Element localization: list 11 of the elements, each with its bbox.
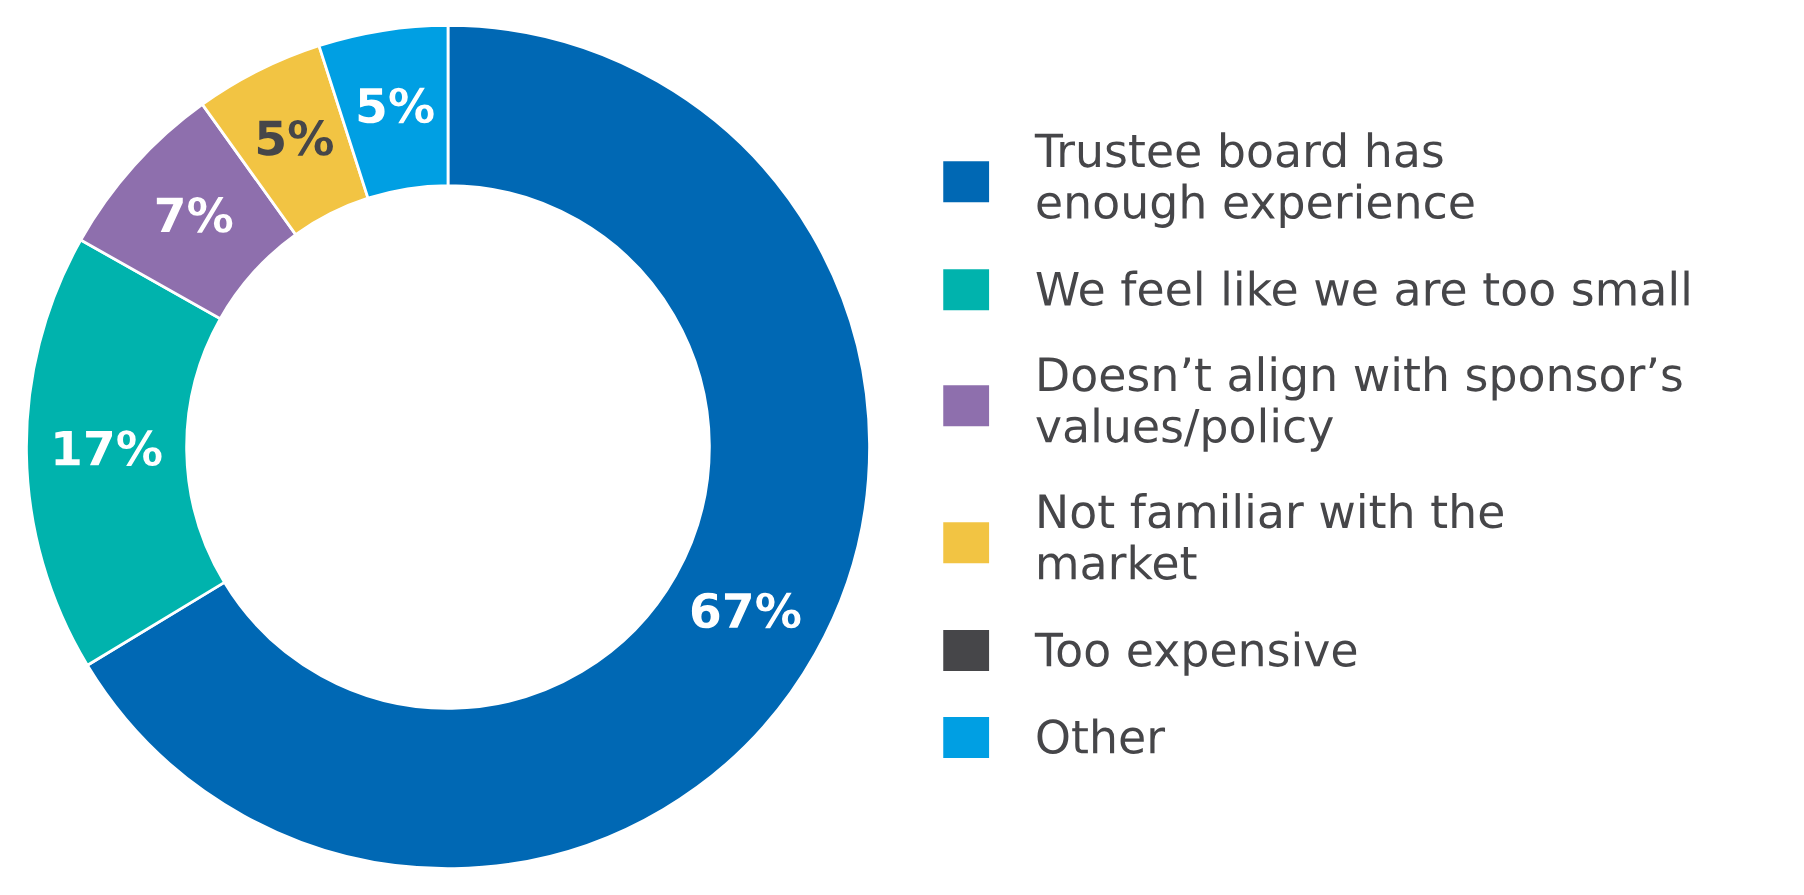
legend-label: Doesn’t align with sponsor’s values/policy (1036, 356, 1682, 452)
legend-label: Other (1037, 718, 1166, 754)
data-label: 67% (691, 592, 801, 629)
data-label: 17% (55, 430, 162, 467)
legend-label: Trustee board has enough experience (1034, 132, 1474, 228)
legend-label: Not familiar with the market (1039, 493, 1503, 580)
data-label: 7% (156, 197, 233, 233)
legend-label: We feel like we are too small (1036, 270, 1689, 307)
data-label: 5% (358, 87, 434, 124)
data-label: 5% (257, 120, 333, 156)
legend-label: Too expensive (1034, 631, 1357, 676)
